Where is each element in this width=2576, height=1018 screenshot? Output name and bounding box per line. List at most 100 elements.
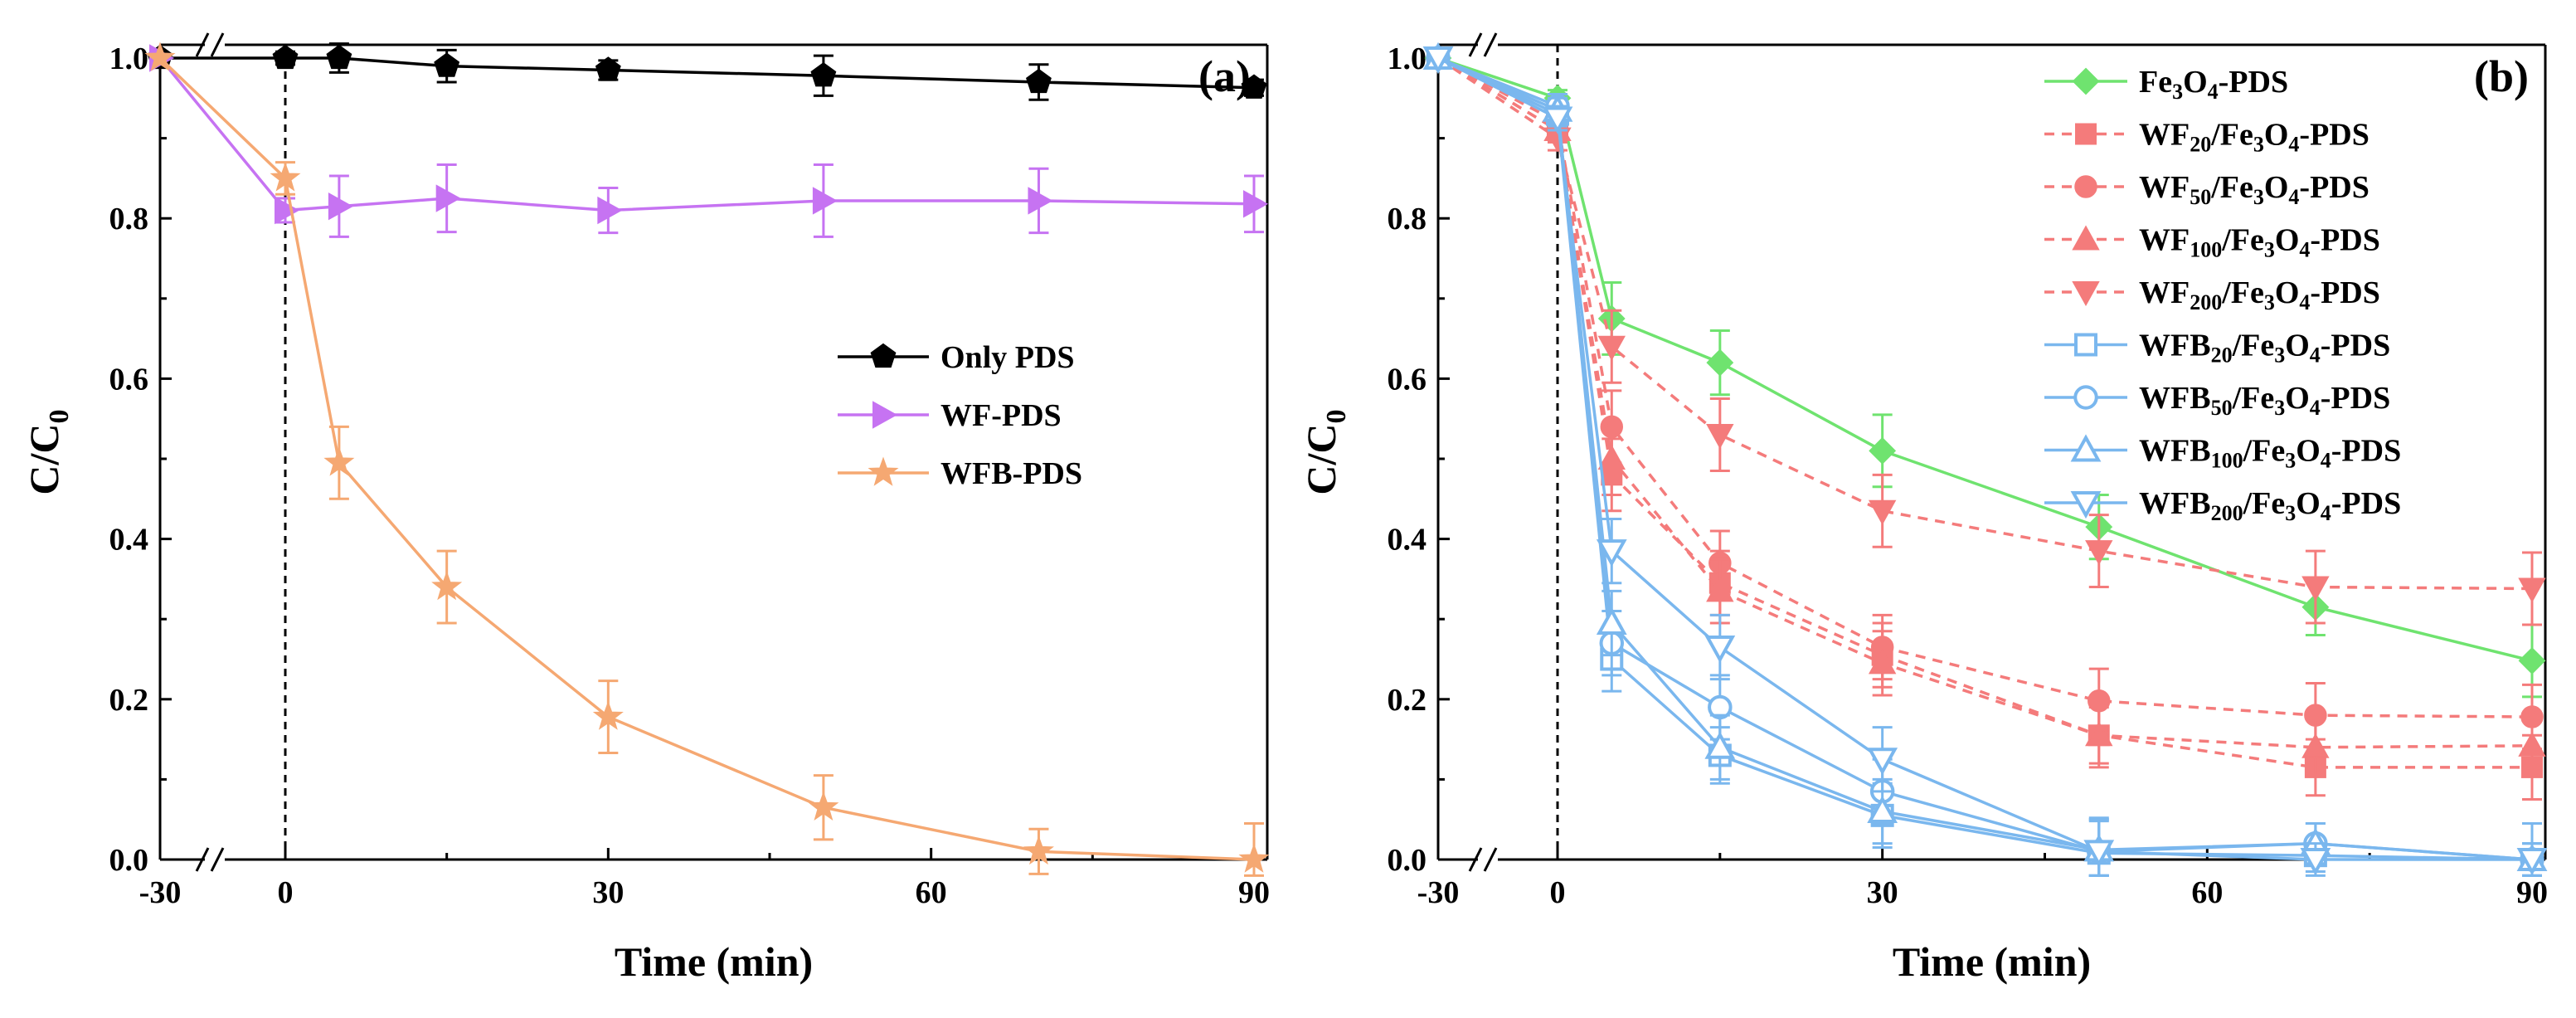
legend-label-part: WF	[2139, 223, 2190, 258]
legend-label-part: -PDS	[2321, 329, 2390, 363]
data-point	[1869, 436, 1897, 465]
legend-label: WFB-PDS	[940, 456, 1082, 491]
legend-label-part: 3	[2253, 185, 2264, 209]
data-point	[1867, 795, 1898, 824]
y-axis-label-subscript: 0	[44, 409, 75, 423]
data-point	[1706, 424, 1734, 450]
legend-label-part: WF	[2139, 275, 2190, 310]
data-point	[2085, 540, 2113, 566]
legend-label: WFB200/Fe3O4-PDS	[2139, 486, 2401, 525]
legend-marker	[2075, 123, 2097, 145]
data-point	[275, 196, 300, 225]
legend-label-part: /Fe	[2243, 486, 2286, 521]
series-fe3o4-pds	[1424, 44, 2546, 699]
legend-marker	[872, 401, 898, 429]
data-point	[272, 44, 299, 70]
legend-label-part: O	[2264, 118, 2289, 153]
data-point	[1706, 577, 1734, 602]
legend-label-part: 3	[2285, 449, 2296, 473]
y-tick-label: 0.6	[1388, 362, 1427, 397]
y-tick-label: 0.8	[1388, 202, 1427, 236]
y-tick-label: 0.8	[109, 202, 149, 236]
legend-label-part: 4	[2288, 185, 2299, 209]
legend-label-part: /Fe	[2221, 223, 2264, 258]
data-point	[1596, 606, 1627, 636]
legend-label-part: O	[2183, 65, 2208, 100]
legend-label-part: 200	[2190, 290, 2222, 314]
data-point	[328, 192, 353, 221]
legend-label-part: 3	[2253, 133, 2264, 157]
axis-break-mark	[210, 32, 225, 57]
series-line	[160, 56, 1255, 90]
data-point	[2518, 647, 2546, 675]
series-line	[158, 56, 1255, 861]
data-point	[326, 44, 352, 70]
x-tick-label: 30	[1867, 875, 1898, 910]
legend-marker	[2074, 175, 2097, 198]
legend-label-part: 3	[2274, 396, 2285, 420]
legend-marker	[868, 456, 899, 486]
legend-label-part: 4	[2208, 80, 2219, 104]
y-axis-label-subscript: 0	[1321, 409, 1352, 423]
legend-label: WF100/Fe3O4-PDS	[2139, 223, 2380, 262]
legend-label-part: WFB	[2139, 329, 2211, 363]
legend-label-part: WFB	[2139, 434, 2211, 469]
legend-label: WF-PDS	[940, 398, 1062, 433]
series-line	[1437, 56, 2533, 718]
data-point	[2300, 848, 2331, 876]
x-tick-label: 90	[2516, 875, 2548, 910]
series-wfb-pds	[144, 41, 1270, 877]
x-tick-label: 90	[1238, 875, 1270, 910]
data-point	[1026, 68, 1052, 94]
legend-label-part: O	[2264, 170, 2289, 205]
data-point	[2516, 848, 2548, 876]
x-axis-label: Time (min)	[1893, 938, 2091, 985]
data-point	[1023, 835, 1054, 865]
data-point	[1596, 539, 1627, 567]
legend-label: WF50/Fe3O4-PDS	[2139, 170, 2369, 209]
y-tick-label: 0.4	[1388, 523, 1427, 558]
legend-label-part: 4	[2299, 238, 2310, 262]
data-point	[323, 446, 355, 476]
legend-label-part: 50	[2211, 396, 2233, 420]
legend-label-part: 3	[2264, 238, 2275, 262]
data-point	[1868, 499, 1897, 525]
legend-label-part: 20	[2190, 133, 2211, 157]
legend-marker	[2072, 281, 2100, 307]
panel-label: (a)	[1198, 51, 1251, 101]
data-point	[1241, 74, 1267, 99]
legend-label-part: /Fe	[2232, 381, 2275, 416]
legend-label: WFB100/Fe3O4-PDS	[2139, 434, 2401, 473]
legend-marker	[870, 343, 897, 368]
data-point	[144, 41, 176, 71]
data-point	[1238, 843, 1270, 873]
legend-label: Only PDS	[940, 340, 1075, 375]
axis-break-mark	[1468, 32, 1483, 57]
data-point	[2301, 576, 2330, 602]
series-wfb200-fe3o4-pds	[1422, 46, 2548, 877]
data-point	[592, 700, 624, 730]
legend: Fe3O4-PDSWF20/Fe3O4-PDSWF50/Fe3O4-PDSWF1…	[2044, 65, 2401, 525]
y-axis-label: C/C0	[21, 409, 75, 494]
data-point	[1422, 46, 1454, 75]
legend-marker	[2074, 333, 2097, 357]
y-tick-label: 0.4	[109, 523, 149, 558]
y-tick-label: 1.0	[109, 41, 149, 76]
x-tick-label: -30	[139, 875, 182, 910]
legend-label-part: /Fe	[2221, 275, 2264, 310]
axis-break-mark	[1483, 847, 1498, 872]
y-tick-label: 0.6	[109, 362, 149, 397]
data-point	[431, 571, 463, 601]
data-point	[1868, 649, 1897, 675]
legend: Only PDS WF-PDS WFB-PDS	[838, 340, 1082, 491]
legend-label-part: WF	[2139, 170, 2190, 205]
legend-label-part: -PDS	[2321, 381, 2390, 416]
legend-label: WF20/Fe3O4-PDS	[2139, 118, 2369, 157]
legend-label-part: O	[2296, 434, 2321, 469]
legend-label-part: 4	[2321, 501, 2331, 525]
data-point	[1704, 731, 1736, 759]
data-point	[1867, 748, 1898, 776]
legend-label-part: -PDS	[2219, 65, 2288, 100]
